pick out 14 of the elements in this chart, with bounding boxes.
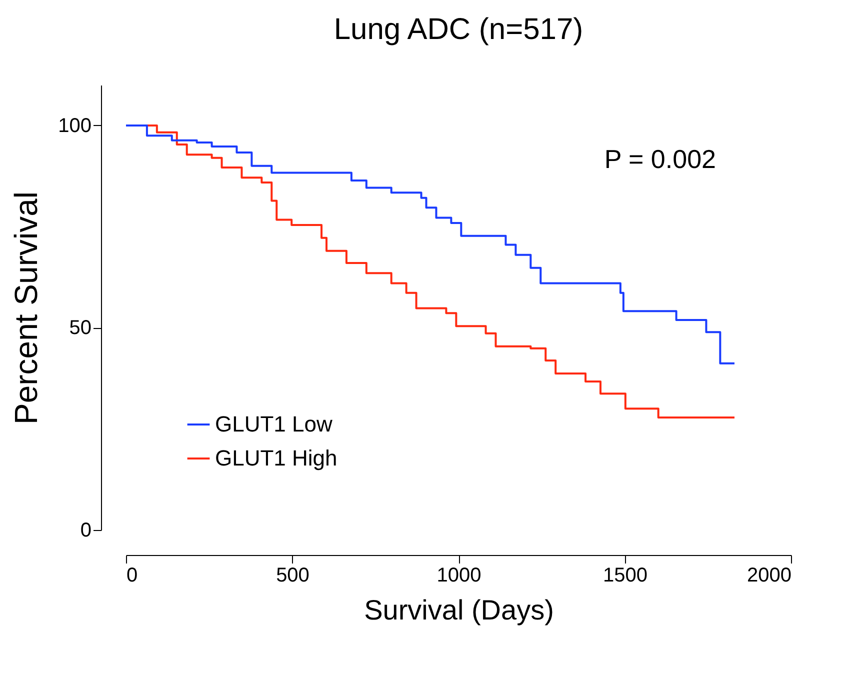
chart-title: Lung ADC (n=517) (334, 13, 584, 46)
x-tick-label: 500 (276, 564, 310, 586)
y-tick-label: 0 (80, 520, 92, 542)
y-tick-label: 100 (58, 114, 92, 137)
y-tick-label: 50 (69, 317, 92, 340)
x-tick-label: 0 (126, 564, 138, 586)
x-tick-label: 1500 (603, 564, 648, 586)
legend-label: GLUT1 High (215, 446, 338, 470)
annotation: P = 0.002 (604, 144, 716, 174)
x-axis-title: Survival (Days) (364, 594, 554, 626)
x-tick-label: 2000 (747, 564, 792, 586)
y-axis-title: Percent Survival (8, 192, 44, 424)
x-tick-label: 1000 (436, 564, 482, 586)
legend-label: GLUT1 Low (215, 412, 332, 436)
